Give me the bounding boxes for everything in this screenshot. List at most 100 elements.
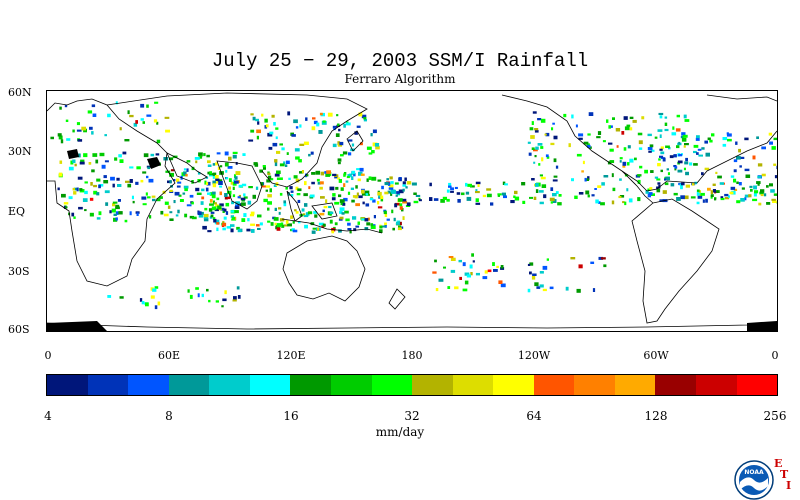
rain-pixel	[222, 210, 225, 213]
rain-pixel	[624, 201, 627, 206]
rain-pixel	[619, 157, 623, 160]
rain-pixel	[454, 186, 458, 189]
rain-pixel	[308, 153, 311, 157]
rain-pixel	[729, 191, 734, 195]
rain-pixel	[553, 175, 558, 178]
rain-pixel	[154, 305, 158, 310]
rain-pixel	[603, 264, 607, 268]
rain-pixel	[705, 198, 708, 203]
rain-pixel	[276, 223, 281, 227]
rain-pixel	[658, 112, 664, 115]
colorbar-segment	[412, 375, 453, 395]
rain-pixel	[555, 191, 559, 194]
rain-pixel	[438, 278, 444, 282]
rain-pixel	[541, 157, 544, 162]
rain-pixel	[222, 298, 227, 302]
rain-pixel	[294, 209, 297, 212]
rain-pixel	[367, 217, 370, 221]
rain-pixel	[127, 110, 130, 115]
rain-pixel	[115, 204, 120, 209]
rain-pixel	[214, 202, 217, 205]
rain-pixel	[490, 202, 494, 206]
rain-pixel	[361, 114, 367, 119]
rain-pixel	[351, 176, 354, 180]
rain-pixel	[659, 199, 665, 202]
lon-label-120e: 120E	[276, 349, 306, 362]
rain-pixel	[545, 154, 549, 158]
rain-pixel	[339, 211, 343, 214]
rain-pixel	[555, 165, 559, 169]
rain-pixel	[774, 175, 777, 179]
rain-pixel	[386, 178, 389, 181]
rain-pixel	[343, 173, 346, 177]
rain-pixel	[587, 133, 591, 136]
rain-pixel	[532, 273, 537, 276]
rain-pixel	[349, 230, 352, 234]
rain-pixel	[413, 192, 417, 195]
rain-pixel	[656, 178, 661, 181]
rain-pixel	[337, 158, 342, 162]
rain-pixel	[712, 189, 716, 193]
rain-pixel	[637, 132, 643, 136]
rain-pixel	[761, 173, 766, 177]
rain-pixel	[211, 194, 216, 199]
rain-pixel	[739, 156, 745, 159]
rain-pixel	[80, 159, 85, 163]
rain-pixel	[60, 139, 64, 144]
rain-pixel	[82, 198, 88, 202]
rain-pixel	[366, 146, 372, 150]
rain-pixel	[340, 154, 344, 157]
rain-pixel	[529, 262, 534, 266]
rain-pixel	[225, 169, 228, 173]
rain-pixel	[154, 101, 159, 104]
rain-pixel	[537, 143, 543, 146]
rain-pixel	[267, 207, 270, 211]
rain-pixel	[356, 192, 359, 196]
rain-pixel	[470, 185, 475, 188]
rain-pixel	[544, 133, 547, 136]
rain-pixel	[696, 201, 700, 205]
rain-pixel	[285, 160, 290, 164]
rain-pixel	[639, 165, 643, 169]
rain-pixel	[736, 155, 741, 160]
rain-pixel	[345, 180, 349, 183]
rain-pixel	[343, 123, 346, 128]
rain-pixel	[391, 190, 396, 194]
rain-pixel	[146, 114, 152, 117]
rain-pixel	[235, 201, 240, 205]
rain-pixel	[440, 199, 445, 203]
rain-pixel	[135, 120, 138, 124]
rain-pixel	[261, 185, 266, 188]
rain-pixel	[321, 120, 327, 125]
rain-pixel	[136, 166, 141, 170]
rain-pixel	[626, 124, 631, 127]
rain-pixel	[170, 169, 175, 172]
rain-pixel	[370, 223, 374, 227]
rain-pixel	[657, 129, 663, 132]
rain-pixel	[365, 190, 370, 195]
dark-land-features	[47, 149, 777, 331]
rain-pixel	[211, 191, 216, 195]
colorbar-tick-16: 16	[283, 409, 299, 423]
rain-pixel	[59, 160, 63, 164]
rain-pixel	[303, 215, 309, 218]
rain-pixel	[304, 181, 307, 186]
rain-pixel	[236, 226, 240, 230]
rain-pixel	[360, 173, 365, 176]
rain-pixel	[575, 124, 578, 128]
rain-pixel	[304, 203, 308, 207]
rain-pixel	[178, 194, 182, 197]
rain-pixel	[377, 206, 383, 209]
rain-pixel	[676, 145, 680, 149]
rain-pixel	[303, 141, 309, 145]
rain-pixel	[358, 195, 363, 199]
rain-pixel	[74, 163, 77, 167]
rain-pixel	[125, 180, 130, 183]
rain-pixel	[396, 191, 400, 194]
rain-pixel	[250, 211, 255, 215]
rain-pixel	[296, 193, 301, 196]
rain-pixel	[702, 199, 705, 203]
rain-pixel	[726, 133, 732, 137]
rain-pixel	[600, 202, 605, 206]
rain-pixel	[156, 198, 161, 202]
